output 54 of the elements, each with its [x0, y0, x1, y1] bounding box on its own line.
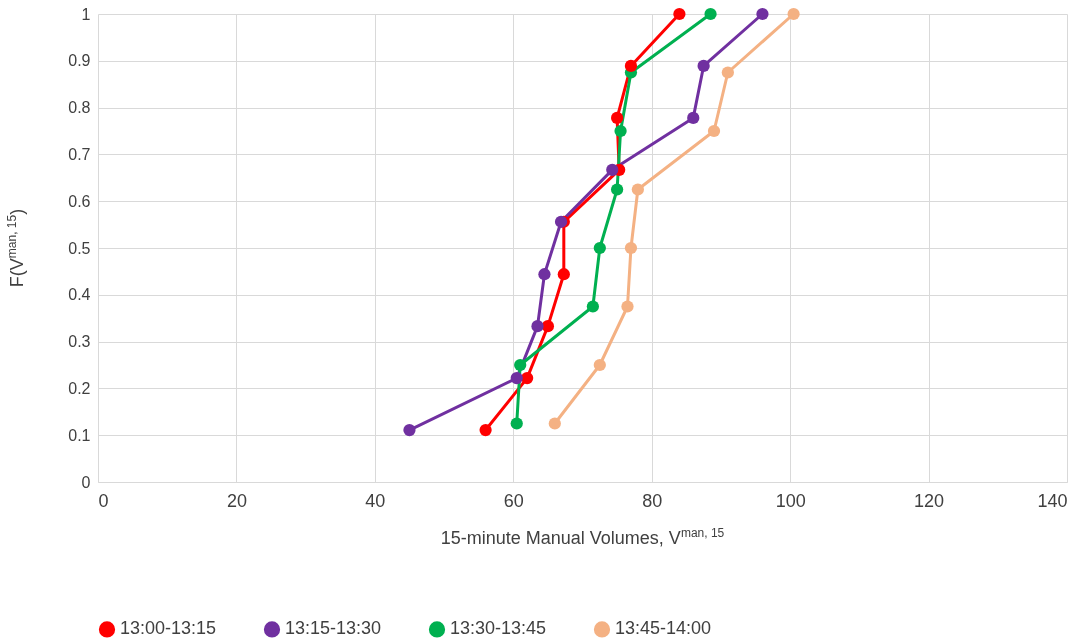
point: [697, 59, 710, 73]
x-axis-title: 15-minute Manual Volumes, V$^{man, 15}$: [439, 526, 726, 549]
point: [514, 358, 527, 372]
point: [707, 124, 721, 138]
point: [756, 7, 769, 21]
point: [621, 300, 634, 313]
point: [673, 7, 686, 21]
x-tick-label: 120: [914, 490, 945, 511]
x-tick-label: 140: [1037, 490, 1068, 511]
point: [479, 423, 492, 437]
point: [631, 183, 644, 196]
y-tick-label: 0.4: [68, 286, 91, 304]
y-tick-label: 0.5: [68, 239, 91, 257]
y-tick-label: 0: [81, 473, 91, 491]
y-tick-label: 0.6: [68, 192, 91, 210]
point: [510, 371, 523, 385]
x-tick-label: 80: [642, 490, 663, 511]
x-tick-label: 0: [98, 490, 109, 511]
point: [541, 320, 555, 333]
point: [787, 7, 800, 21]
legend-label: 13:00-13:15: [120, 618, 217, 639]
y-tick-label: 1: [81, 5, 91, 23]
x-tick-label: 60: [503, 490, 524, 511]
point: [704, 7, 717, 21]
y-tick-label: 0.2: [68, 379, 91, 397]
point: [687, 111, 700, 125]
point: [403, 423, 416, 437]
x-tick-label: 100: [775, 490, 806, 511]
x-tick-label: 40: [365, 490, 386, 511]
y-tick-label: 0.3: [68, 333, 91, 351]
point: [610, 111, 624, 125]
y-tick-label: 0.8: [68, 99, 91, 117]
point: [614, 124, 627, 138]
point: [610, 183, 624, 196]
point: [538, 268, 551, 281]
legend-label: 13:45-14:00: [615, 618, 712, 639]
y-tick-label: 0.7: [68, 145, 91, 163]
point: [510, 417, 523, 430]
point: [721, 66, 734, 79]
legend-label: 13:15-13:30: [285, 618, 382, 639]
point: [548, 417, 561, 430]
point: [557, 268, 570, 281]
point: [624, 59, 638, 73]
x-tick-label: 20: [226, 490, 247, 511]
y-tick-label: 0.1: [68, 426, 91, 444]
point: [531, 320, 544, 333]
point: [593, 358, 606, 372]
point: [606, 163, 619, 176]
y-tick-label: 0.9: [68, 52, 91, 70]
legend-label: 13:30-13:45: [450, 618, 547, 639]
point: [593, 241, 606, 255]
point: [624, 241, 638, 255]
point: [521, 371, 534, 385]
point: [586, 300, 600, 313]
